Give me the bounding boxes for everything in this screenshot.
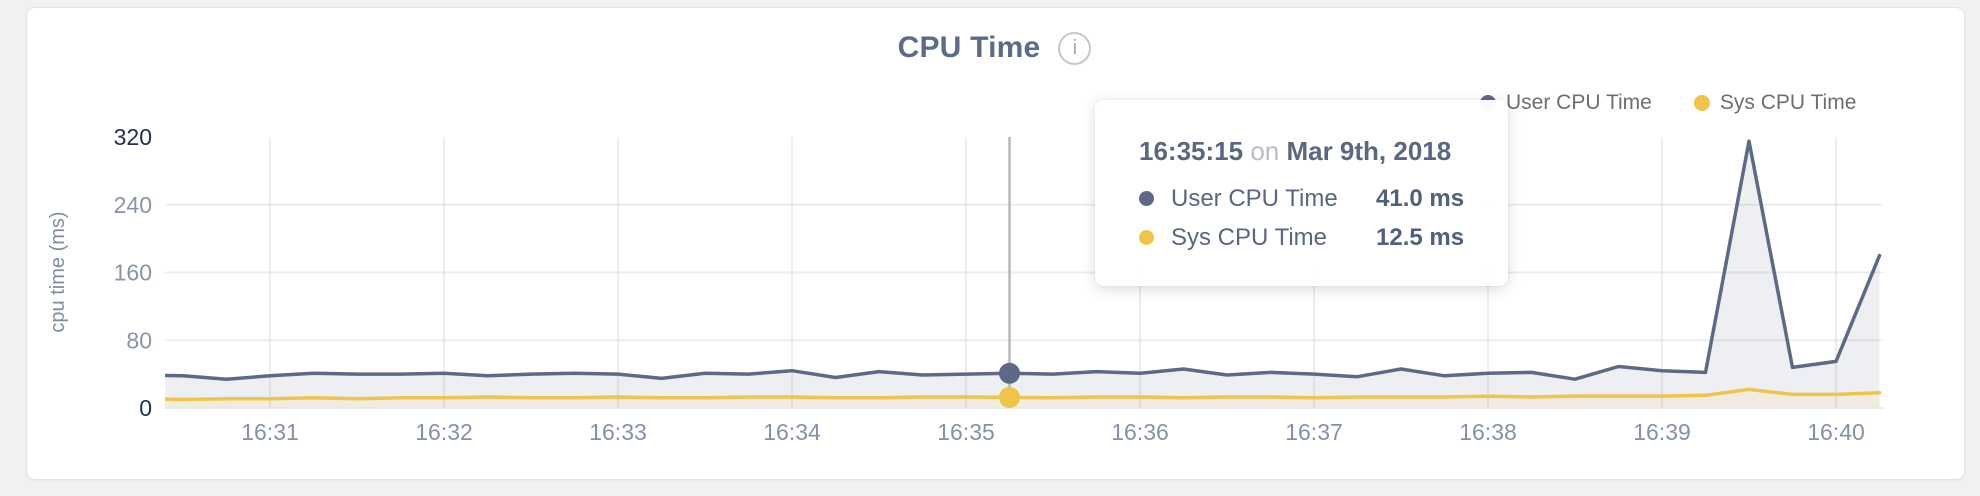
x-axis-tick-label: 16:33 [589, 419, 647, 445]
x-axis-tick-label: 16:37 [1285, 419, 1343, 445]
tooltip-row-user: User CPU Time 41.0 ms [1139, 179, 1478, 218]
y-axis-tick-label: 160 [114, 260, 152, 286]
x-axis-tick-label: 16:32 [415, 419, 473, 445]
y-axis-tick-label: 240 [114, 192, 152, 218]
tooltip-series-value: 41.0 ms [1376, 184, 1465, 212]
info-icon[interactable]: i [1058, 31, 1092, 65]
x-axis-tick-label: 16:36 [1111, 419, 1169, 445]
x-axis-tick-label: 16:34 [763, 419, 821, 445]
legend-label: Sys CPU Time [1719, 91, 1857, 114]
tooltip-row-sys: Sys CPU Time 12.5 ms [1139, 218, 1478, 257]
tooltip-series-label: Sys CPU Time [1171, 223, 1328, 251]
sys-series-dot-icon [1139, 230, 1154, 245]
tooltip-series-value: 12.5 ms [1376, 223, 1465, 251]
user-cpu-area [165, 141, 1880, 408]
y-axis-label: cpu time (ms) [47, 211, 69, 332]
tooltip-date: Mar 9th, 2018 [1286, 136, 1452, 166]
sys-highlight-dot [999, 386, 1020, 408]
x-axis-tick-label: 16:31 [241, 419, 299, 445]
y-axis-tick-label: 0 [139, 395, 152, 421]
x-axis-tick-label: 16:40 [1807, 419, 1865, 445]
sys-series-dot-icon [1693, 95, 1710, 111]
chart-legend: User CPU Time Sys CPU Time [1480, 91, 1856, 115]
user-series-dot-icon [1139, 191, 1154, 206]
chart-tooltip: 16:35:15 on Mar 9th, 2018 User CPU Time … [1095, 100, 1508, 286]
tooltip-series-label: User CPU Time [1171, 184, 1338, 212]
user-highlight-dot [999, 362, 1020, 384]
chart-title: CPU Time [897, 31, 1041, 64]
x-axis-tick-label: 16:35 [937, 419, 995, 445]
legend-label: User CPU Time [1506, 91, 1652, 114]
chart-header: CPU Time i [26, 28, 1963, 68]
y-axis-tick-label: 320 [114, 124, 152, 150]
tooltip-connector: on [1250, 136, 1280, 166]
legend-item-sys-cpu-time[interactable]: Sys CPU Time [1693, 91, 1857, 115]
x-axis-tick-label: 16:39 [1633, 419, 1691, 445]
tooltip-header: 16:35:15 on Mar 9th, 2018 [1139, 136, 1478, 167]
x-axis-tick-label: 16:38 [1459, 419, 1517, 445]
tooltip-time: 16:35:15 [1139, 136, 1244, 166]
y-axis-tick-label: 80 [126, 327, 152, 353]
